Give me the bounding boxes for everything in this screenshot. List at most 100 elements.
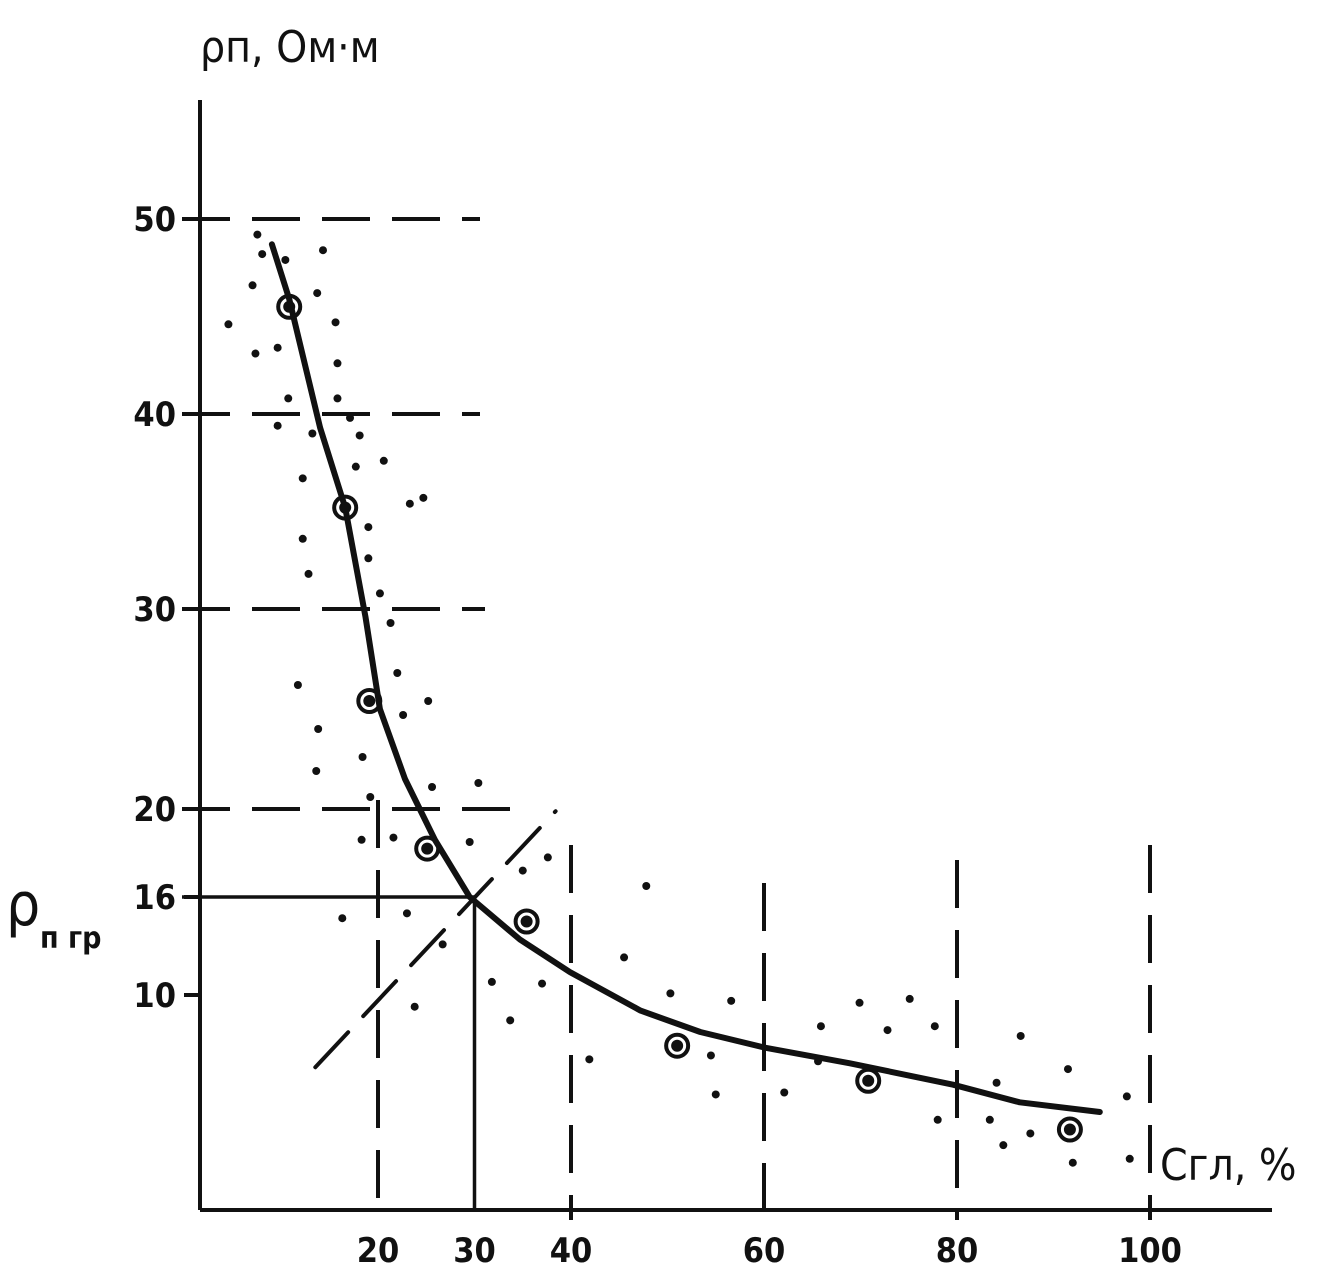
data-point (1122, 1092, 1131, 1101)
data-point (992, 1078, 1001, 1087)
data-point (438, 940, 447, 949)
data-point (357, 835, 366, 844)
y-axis-label: ρп, Ом·м (200, 22, 380, 73)
data-point (273, 421, 282, 430)
data-point (933, 1115, 942, 1124)
guide-lines (182, 217, 1152, 1220)
data-point (985, 1115, 994, 1124)
data-point (224, 320, 233, 329)
tangent-guide-line (313, 809, 558, 1070)
data-point (424, 697, 433, 705)
data-point (1063, 1065, 1072, 1074)
x-tick-label: 100 (1118, 1231, 1182, 1271)
data-point (273, 343, 282, 352)
average-point (862, 1074, 875, 1087)
data-point (585, 1055, 594, 1064)
data-point (543, 853, 552, 862)
data-point (883, 1026, 892, 1035)
x-axis-label: Сгл, % (1160, 1140, 1297, 1191)
data-point (410, 1002, 419, 1011)
data-point (905, 994, 914, 1003)
data-point (358, 753, 367, 761)
data-point (1016, 1031, 1025, 1040)
data-point (338, 914, 347, 923)
tick-labels: 10 16 20 30 40 50 20 30 40 60 80 100 (133, 200, 1182, 1271)
data-point (364, 554, 373, 563)
data-point (375, 589, 384, 598)
data-point (298, 474, 307, 483)
data-point (248, 281, 257, 290)
data-point (253, 230, 262, 239)
data-point (389, 833, 398, 842)
y-tick-label: 10 (133, 976, 176, 1016)
y-tick-label: 20 (133, 790, 176, 830)
data-point (379, 456, 388, 465)
axes (184, 100, 1272, 1212)
data-point (304, 569, 313, 578)
data-point (318, 246, 327, 255)
data-point (399, 711, 408, 719)
data-point (930, 1022, 939, 1031)
data-point (333, 359, 342, 368)
x-tick-label: 30 (453, 1231, 496, 1271)
data-point (284, 394, 293, 403)
y-tick-label: 40 (133, 395, 176, 435)
data-point (816, 1022, 825, 1031)
data-marks (224, 230, 1134, 1167)
data-point (666, 989, 675, 998)
data-point (251, 349, 260, 358)
data-point (506, 1016, 515, 1025)
y-tick-label: 16 (133, 878, 176, 918)
data-point (314, 725, 323, 733)
data-point (393, 669, 402, 677)
data-point (465, 838, 474, 846)
fitted-curve (268, 241, 1103, 1115)
data-point (727, 996, 736, 1005)
x-tick-label: 40 (550, 1231, 593, 1271)
y-tick-label: 50 (133, 200, 176, 240)
x-tick-label: 20 (357, 1231, 400, 1271)
data-point (313, 289, 322, 298)
data-point (1125, 1154, 1134, 1163)
data-point (281, 255, 290, 264)
data-point (855, 998, 864, 1007)
data-point (620, 953, 629, 962)
threshold-label-subscript: п гр (40, 921, 101, 956)
data-point (518, 866, 527, 875)
average-point (520, 915, 533, 928)
y-tick-label: 30 (133, 590, 176, 630)
data-point (308, 429, 317, 438)
data-point (428, 783, 437, 791)
data-point (538, 979, 547, 988)
data-point (1068, 1158, 1077, 1167)
average-point (363, 695, 376, 707)
threshold-label-symbol: ρ (6, 870, 40, 940)
data-point (312, 767, 321, 775)
data-point (780, 1088, 789, 1097)
data-point (258, 250, 267, 259)
data-point (366, 793, 375, 801)
data-point (474, 779, 483, 787)
x-tick-label: 80 (936, 1231, 979, 1271)
data-point (487, 977, 496, 986)
data-point (642, 882, 651, 890)
data-point (706, 1051, 715, 1060)
data-point (405, 499, 414, 508)
data-point (999, 1141, 1008, 1150)
data-point (386, 619, 395, 627)
data-point (364, 523, 373, 532)
data-point (346, 413, 355, 422)
data-point (333, 394, 342, 403)
data-point (351, 462, 360, 471)
average-point (421, 842, 434, 855)
data-point (711, 1090, 720, 1099)
average-point (1063, 1123, 1076, 1136)
x-tick-label: 60 (743, 1231, 786, 1271)
data-point (419, 493, 428, 502)
data-point (1026, 1129, 1035, 1138)
data-point (331, 318, 340, 327)
average-point (671, 1039, 684, 1052)
data-point (355, 431, 364, 440)
data-point (298, 534, 307, 543)
